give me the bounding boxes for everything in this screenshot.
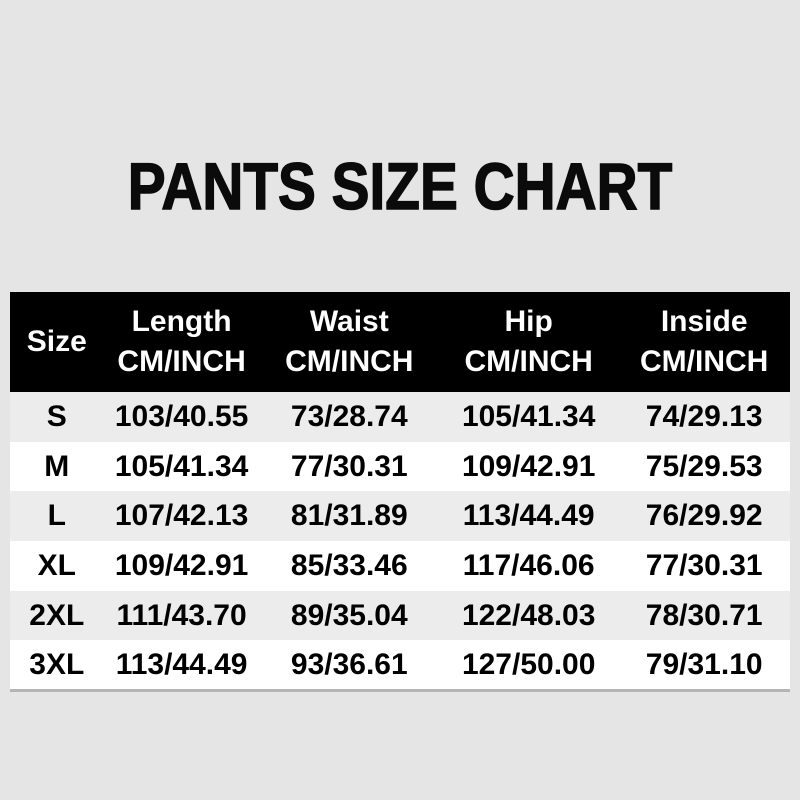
- col-header-length: Length CM/INCH: [104, 292, 260, 392]
- cell-measurement: 93/36.61: [290, 647, 408, 681]
- hip-header-label: Hip: [504, 305, 553, 338]
- inside-header-label: Inside: [660, 305, 748, 338]
- table-header-row: Size Length CM/INCH Waist CM/INCH Hip CM…: [10, 292, 790, 392]
- cell-size: XL: [37, 548, 76, 582]
- cell-measurement: 89/35.04: [290, 598, 408, 632]
- cell-size: L: [47, 499, 66, 533]
- length-header-label: Length: [131, 305, 232, 338]
- col-header-size: Size: [10, 292, 104, 392]
- col-header-inside: Inside CM/INCH: [618, 292, 790, 392]
- table-row: 3XL 113/44.49 93/36.61 127/50.00 79/31.10: [10, 640, 790, 691]
- hip-unit-label: CM/INCH: [464, 345, 593, 378]
- cell-measurement: 76/29.92: [645, 499, 763, 533]
- cell-size: M: [44, 449, 70, 483]
- cell-measurement: 74/29.13: [645, 399, 763, 433]
- cell-measurement: 122/48.03: [461, 598, 596, 632]
- table-body: S 103/40.55 73/28.74 105/41.34 74/29.13 M 105/…: [10, 392, 790, 691]
- cell-measurement: 111/43.70: [116, 598, 247, 632]
- cell-measurement: 78/30.71: [645, 598, 763, 632]
- cell-measurement: 113/44.49: [115, 647, 248, 681]
- inside-unit-label: CM/INCH: [640, 345, 769, 378]
- page-title: PANTS SIZE CHART: [127, 149, 673, 223]
- col-header-waist: Waist CM/INCH: [260, 292, 439, 392]
- cell-measurement: 109/42.91: [114, 548, 249, 582]
- table-row: L 107/42.13 81/31.89 113/44.49 76/29.92: [10, 491, 790, 542]
- size-chart-table: Size Length CM/INCH Waist CM/INCH Hip CM…: [10, 292, 790, 692]
- cell-measurement: 113/44.49: [462, 499, 595, 533]
- cell-measurement: 107/42.13: [114, 499, 249, 533]
- cell-size: 3XL: [29, 647, 85, 681]
- table-row: S 103/40.55 73/28.74 105/41.34 74/29.13: [10, 392, 790, 442]
- cell-size: 2XL: [29, 598, 85, 632]
- cell-measurement: 75/29.53: [645, 449, 763, 483]
- cell-measurement: 79/31.10: [645, 647, 763, 681]
- length-unit-label: CM/INCH: [117, 345, 246, 378]
- cell-measurement: 77/30.31: [290, 449, 408, 483]
- col-header-hip: Hip CM/INCH: [439, 292, 618, 392]
- cell-size: S: [46, 399, 67, 433]
- cell-measurement: 105/41.34: [114, 449, 249, 483]
- cell-measurement: 103/40.55: [114, 399, 249, 433]
- cell-measurement: 73/28.74: [290, 399, 408, 433]
- table-row: 2XL 111/43.70 89/35.04 122/48.03 78/30.71: [10, 590, 790, 641]
- cell-measurement: 127/50.00: [461, 647, 596, 681]
- cell-measurement: 77/30.31: [645, 548, 763, 582]
- cell-measurement: 81/31.89: [290, 499, 408, 533]
- waist-header-label: Waist: [309, 305, 389, 338]
- cell-measurement: 117/46.06: [462, 548, 595, 582]
- cell-measurement: 109/42.91: [461, 449, 596, 483]
- size-header-label: Size: [26, 325, 87, 358]
- waist-unit-label: CM/INCH: [285, 345, 414, 378]
- cell-measurement: 85/33.46: [290, 548, 408, 582]
- table-row: M 105/41.34 77/30.31 109/42.91 75/29.53: [10, 441, 790, 492]
- table-row: XL 109/42.91 85/33.46 117/46.06 77/30.31: [10, 541, 790, 591]
- cell-measurement: 105/41.34: [461, 399, 596, 433]
